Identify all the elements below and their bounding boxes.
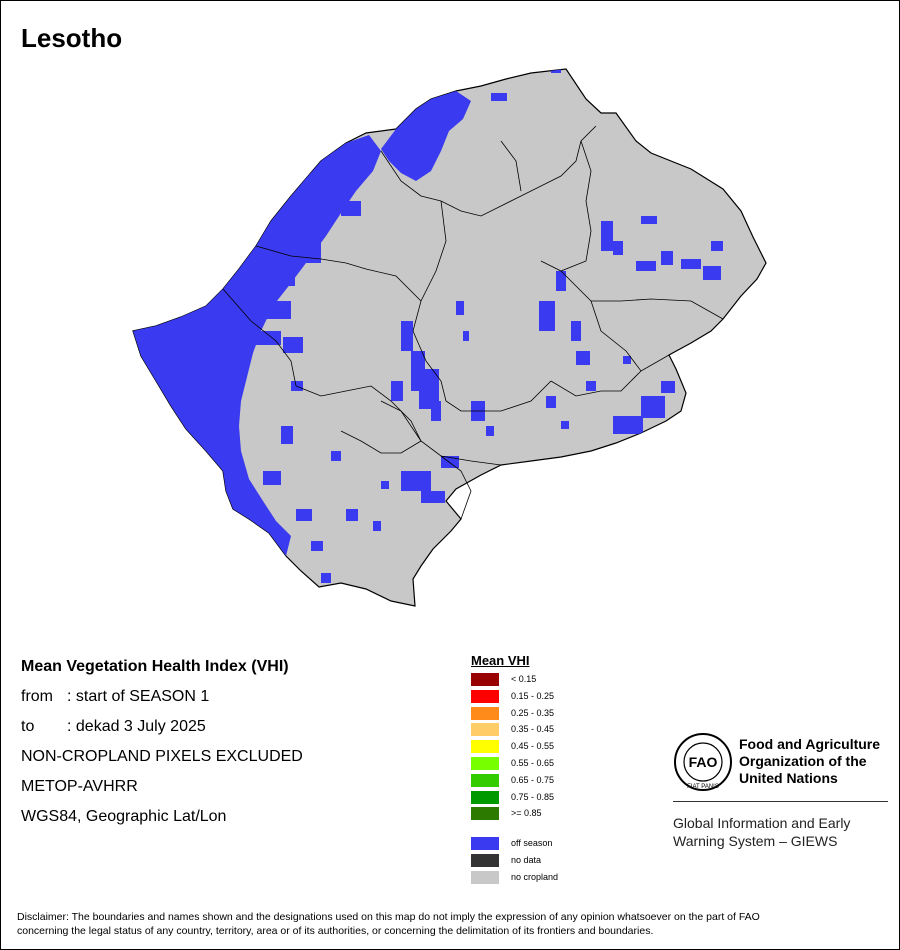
info-to-key: to (21, 718, 35, 735)
svg-text:FIAT PANIS: FIAT PANIS (687, 784, 719, 790)
legend-swatch (471, 740, 499, 754)
district-boundary (550, 370, 642, 397)
off-season-pixels (133, 69, 723, 583)
giews-name: Global Information and Early Warning Sys… (673, 815, 851, 849)
fao-divider (673, 801, 888, 802)
legend-label: no cropland (511, 872, 559, 882)
fao-organization-name: Food and Agriculture Organization of the… (739, 736, 881, 786)
legend-label: < 0.15 (511, 674, 537, 684)
district-boundary (500, 140, 522, 192)
info-to-line: to : dekad 3 July 2025 (21, 718, 206, 736)
legend-label: off season (511, 838, 553, 848)
legend-label: 0.75 - 0.85 (511, 791, 555, 802)
map-title: Lesotho (21, 23, 123, 53)
legend-swatch (471, 837, 499, 850)
svg-text:FAO: FAO (689, 754, 718, 770)
info-projection-line: WGS84, Geographic Lat/Lon (21, 808, 227, 825)
legend-swatch (471, 673, 499, 686)
district-boundary (440, 455, 472, 520)
info-noncrop-line: NON-CROPLAND PIXELS EXCLUDED (21, 748, 303, 765)
info-to-value: : dekad 3 July 2025 (67, 718, 206, 735)
district-boundaries (222, 125, 724, 520)
country-map (132, 68, 767, 607)
legend-swatch (471, 871, 499, 884)
legend-label: 0.65 - 0.75 (511, 774, 555, 785)
disclaimer: Disclaimer: The boundaries and names sho… (17, 911, 760, 937)
info-sensor-line: METOP-AVHRR (21, 778, 138, 795)
info-from-key: from (21, 688, 53, 705)
legend-swatch (471, 689, 499, 703)
district-boundary (380, 125, 597, 217)
legend-label: 0.55 - 0.65 (511, 758, 555, 768)
legend-swatch (471, 723, 499, 737)
legend-swatch (471, 773, 499, 787)
district-boundary (255, 245, 422, 302)
legend-label: 0.25 - 0.35 (511, 707, 555, 718)
legend-swatch (471, 854, 499, 867)
info-from-value: : start of SEASON 1 (67, 688, 210, 705)
district-boundary (590, 300, 670, 372)
legend-title: Mean VHI (471, 653, 530, 668)
info-title: Mean Vegetation Health Index (VHI) (21, 658, 289, 675)
legend-swatch (471, 790, 499, 804)
district-boundary (340, 430, 422, 454)
legend-label: >= 0.85 (511, 808, 542, 819)
district-boundary (380, 400, 422, 442)
legend-label: 0.15 - 0.25 (511, 690, 555, 701)
legend-label: 0.35 - 0.45 (511, 724, 555, 735)
info-from-line: from : start of SEASON 1 (21, 688, 209, 706)
district-boundary (560, 270, 724, 320)
legend-swatch (471, 757, 499, 770)
district-boundary (222, 288, 297, 387)
off-season-west-band (133, 135, 381, 556)
legend-label: no data (511, 855, 542, 865)
legend-label: 0.45 - 0.55 (511, 741, 555, 752)
off-season-northwest (381, 91, 471, 181)
legend-swatch (471, 807, 499, 821)
legend-swatch (471, 706, 499, 720)
district-boundary (412, 200, 552, 412)
fao-logo-icon: FAO FIAT PANIS (674, 733, 732, 791)
